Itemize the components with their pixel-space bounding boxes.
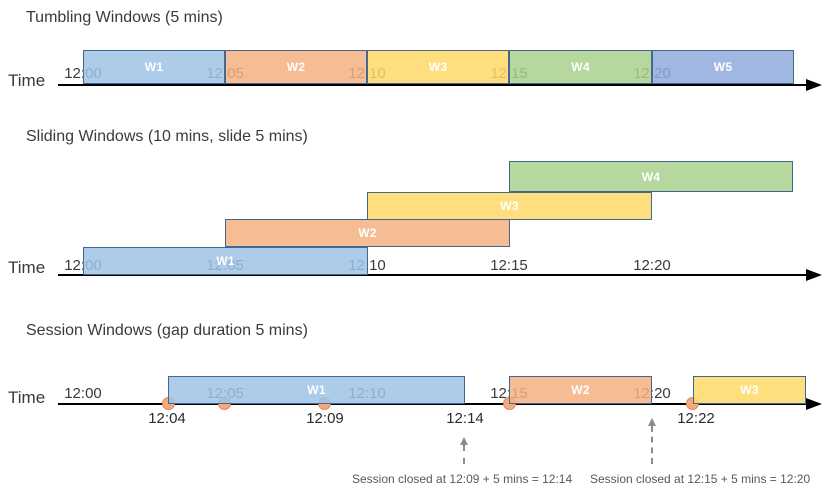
tumbling-title: Tumbling Windows (5 mins)	[26, 9, 223, 26]
window-label: W2	[571, 383, 590, 397]
window-label: W2	[358, 226, 377, 240]
tumbling-window-w2: W2	[225, 50, 367, 84]
window-label: W1	[144, 60, 164, 74]
tick-label-12-00: 12:00	[64, 385, 102, 402]
window-label: W3	[428, 60, 448, 74]
session-title: Session Windows (gap duration 5 mins)	[26, 322, 308, 339]
session-close-annotation-2: Session closed at 12:15 + 5 mins = 12:20	[590, 472, 811, 486]
session-window-w3: W3	[693, 376, 806, 404]
sliding-title: Sliding Windows (10 mins, slide 5 mins)	[26, 128, 308, 145]
time-axis-line	[58, 274, 810, 276]
window-label: W2	[286, 60, 306, 74]
window-label: W1	[307, 383, 326, 397]
axis-arrow-icon	[806, 79, 822, 91]
session-window-w1: W1	[168, 376, 465, 404]
axis-arrow-icon	[806, 269, 822, 281]
sliding-window-w1: W1	[83, 247, 368, 275]
axis-arrow-icon	[806, 398, 822, 410]
time-axis-label: Time	[8, 258, 46, 277]
arrow-head	[647, 418, 656, 426]
tick-label-12-20: 12:20	[633, 257, 671, 274]
annotation-arrow-icon	[459, 437, 468, 464]
tumbling-window-w1: W1	[83, 50, 225, 84]
time-axis-label: Time	[8, 71, 46, 90]
sliding-window-w2: W2	[225, 219, 510, 247]
window-label: W1	[216, 254, 235, 268]
session-close-annotation-1: Session closed at 12:09 + 5 mins = 12:14	[352, 472, 573, 486]
sliding-window-w3: W3	[367, 192, 652, 220]
tumbling-window-w5: W5	[652, 50, 794, 84]
tumbling-window-w3: W3	[367, 50, 509, 84]
event-time-label-12-22: 12:22	[677, 410, 715, 427]
event-time-label-12-09: 12:09	[306, 410, 344, 427]
window-label: W3	[500, 199, 519, 213]
event-time-label-12-14: 12:14	[446, 410, 484, 427]
sliding-window-w4: W4	[509, 161, 793, 192]
time-axis-line	[58, 84, 810, 86]
time-axis-line	[58, 403, 810, 405]
tumbling-window-w4: W4	[509, 50, 652, 84]
arrow-shaft	[462, 445, 469, 464]
arrow-head	[459, 437, 468, 445]
window-label: W4	[641, 169, 661, 184]
session-window-w2: W2	[509, 376, 652, 404]
arrow-shaft	[650, 426, 657, 464]
tick-label-12-15: 12:15	[490, 257, 528, 274]
window-label: W5	[713, 60, 733, 74]
window-label: W3	[740, 383, 759, 397]
time-axis-label: Time	[8, 388, 46, 407]
window-label: W4	[571, 60, 590, 74]
annotation-arrow-icon	[647, 418, 656, 464]
event-time-label-12-04: 12:04	[148, 410, 186, 427]
